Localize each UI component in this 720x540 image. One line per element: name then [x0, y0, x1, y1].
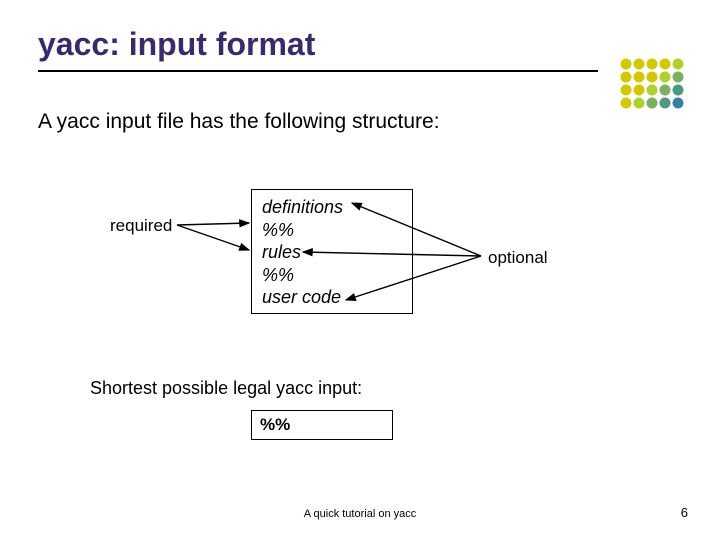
label-optional: optional: [488, 248, 548, 268]
structure-line: rules: [262, 241, 402, 264]
footer-text: A quick tutorial on yacc: [0, 508, 720, 520]
shortest-caption: Shortest possible legal yacc input:: [90, 378, 362, 399]
structure-line: user code: [262, 286, 402, 309]
structure-line: definitions: [262, 196, 402, 219]
label-required: required: [110, 216, 172, 236]
structure-line: %%: [262, 219, 402, 242]
slide: yacc: input format A yacc input file has…: [0, 0, 720, 540]
page-title: yacc: input format: [38, 26, 315, 63]
intro-text: A yacc input file has the following stru…: [38, 110, 440, 134]
corner-dots-icon: [618, 56, 698, 116]
page-number: 6: [681, 505, 688, 520]
shortest-box: %%: [251, 410, 393, 440]
title-underline: [38, 70, 598, 72]
structure-box: definitions %% rules %% user code: [251, 189, 413, 314]
structure-line: %%: [262, 264, 402, 287]
